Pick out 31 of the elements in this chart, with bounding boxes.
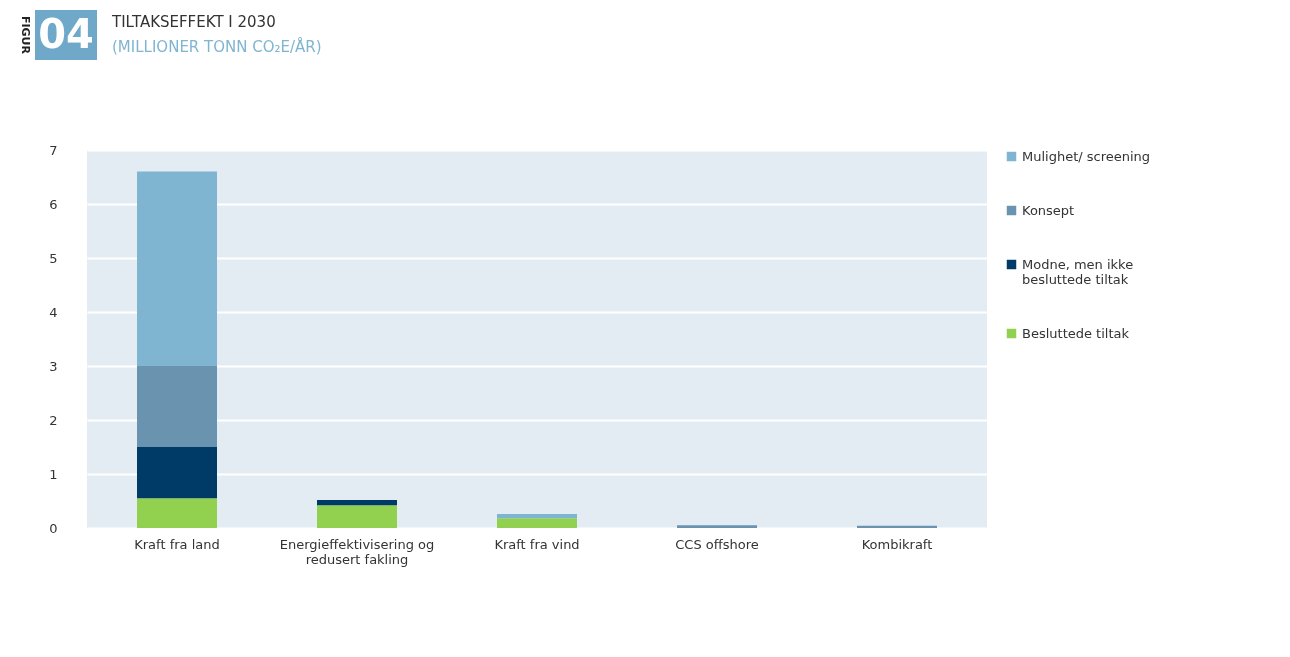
chart-title: TILTAKSEFFEKT I 2030 (111, 13, 276, 31)
y-tick-label: 0 (49, 520, 58, 536)
bar (137, 498, 217, 528)
bar (137, 366, 217, 447)
x-tick-label: CCS offshore (675, 536, 759, 552)
bar (497, 513, 577, 519)
bar (857, 525, 937, 528)
chart-subtitle: (MILLIONER TONN CO₂E/ÅR) (112, 37, 322, 56)
y-tick-label: 3 (49, 358, 58, 374)
x-tick-label: Kraft fra vind (494, 536, 580, 552)
y-tick-label: 6 (49, 196, 58, 212)
bar (317, 499, 397, 506)
bar (137, 171, 217, 366)
y-tick-label: 4 (49, 304, 58, 320)
legend-label: Konsept (1022, 202, 1075, 218)
legend-label: Mulighet/ screening (1022, 148, 1151, 164)
text: 04 (38, 11, 94, 57)
y-tick-label: 7 (49, 142, 58, 158)
y-tick-label: 1 (49, 466, 58, 482)
x-tick-label: Energieffektivisering og redusert fakling (279, 536, 435, 567)
bar (137, 447, 217, 499)
x-tick-label: Kraft fra land (134, 536, 220, 552)
legend-label: Besluttede tiltak (1022, 325, 1130, 341)
text: FIGUR (19, 15, 32, 55)
legend-label: Modne, men ikke besluttede tiltak (1022, 256, 1134, 287)
bar (677, 525, 757, 528)
bar (317, 505, 397, 528)
y-tick-label: 5 (49, 250, 58, 266)
bar (497, 518, 577, 528)
x-tick-label: Kombikraft (861, 536, 933, 552)
y-tick-label: 2 (49, 412, 58, 428)
